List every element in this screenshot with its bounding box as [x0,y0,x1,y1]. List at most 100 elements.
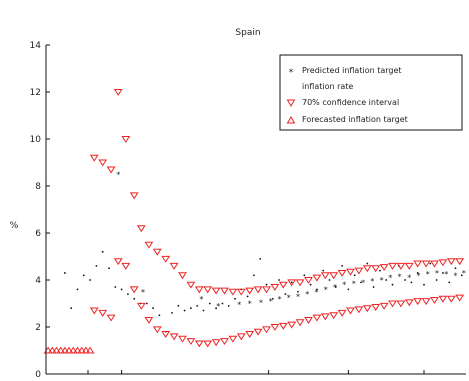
inflation-rate-point [133,297,136,300]
confidence-interval-point [169,262,179,270]
predicted-target-point: * [352,280,356,289]
confidence-interval-point [203,286,213,294]
predicted-target-point: * [388,274,392,283]
inflation-rate-point [423,283,425,286]
inflation-rate-point [435,279,438,281]
confidence-interval-point [312,274,322,282]
inflation-rate-point [227,304,230,307]
inflation-rate-point [410,281,413,284]
predicted-target-point: * [116,170,120,179]
confidence-interval-point [113,258,123,266]
forecast-target-point [60,346,70,354]
inflation-rate-point [76,288,79,291]
confidence-interval-point [144,241,154,249]
confidence-interval-point [236,288,246,296]
confidence-interval-point [178,335,187,343]
confidence-interval-point [337,269,347,277]
forecast-target-point [81,346,91,354]
confidence-interval-point [404,262,414,270]
confidence-interval-point [295,279,305,287]
confidence-interval-point [220,287,229,295]
confidence-interval-point [329,312,339,320]
forecast-target-point [77,346,87,354]
inflation-rate-point [347,288,350,291]
confidence-interval-point [186,281,196,289]
inflation-rate-point [460,274,463,277]
confidence-interval-point [253,328,263,336]
confidence-interval-point [220,338,229,346]
confidence-interval-point [262,326,271,334]
inflation-rate-point [442,272,444,274]
predicted-target-point: * [361,278,365,287]
legend-entry-predicted: * Predicted inflation target [289,66,402,78]
legend: * Predicted inflation target inflation r… [279,54,463,131]
confidence-interval-point [446,295,456,303]
inflation-rate-point [202,309,205,312]
confidence-interval-point [354,306,364,314]
confidence-interval-point [430,260,439,268]
confidence-interval-point [455,258,465,266]
inflation-rate-point [448,281,451,284]
legend-entry-inflation: inflation rate [302,82,353,91]
confidence-interval-point [98,309,108,317]
inflation-rate-point [70,307,73,310]
predicted-target-point: * [454,271,458,280]
y-tick-label: 4 [35,276,41,286]
predicted-target-point: * [342,281,346,290]
y-tick-label: 10 [30,135,42,145]
y-tick-label: 2 [35,323,41,333]
legend-marker-star: * [289,68,294,78]
confidence-interval-point [211,339,221,347]
confidence-interval-point [113,89,123,96]
confidence-interval-point [203,340,213,348]
predicted-target-point: * [333,283,337,292]
confidence-interval-point [430,296,439,304]
inflation-rate-point [221,302,224,305]
confidence-interval-point [421,298,431,306]
inflation-rate-point [253,274,255,277]
forecast-target-point [73,346,82,354]
legend-label-inflation: inflation rate [302,82,353,91]
confidence-interval-point [304,277,313,284]
confidence-interval-point [106,314,116,322]
confidence-interval-point [144,316,154,324]
inflation-rate-point [265,283,268,286]
y-tick-label: 12 [30,88,41,98]
predicted-target-point: * [287,294,291,303]
inflation-rate-point [171,312,173,314]
inflation-rate-point [278,279,280,281]
confidence-interval-point [245,287,255,295]
confidence-interval-point [89,307,99,315]
predicted-target-point: * [370,277,374,286]
y-tick-label: 14 [30,41,42,51]
legend-entry-confidence: 70% confidence interval [286,98,399,107]
confidence-interval-point [295,319,305,327]
confidence-interval-point [312,314,322,322]
inflation-rate-point [108,267,110,270]
confidence-interval-point [211,287,221,295]
inflation-rate-point [309,283,312,286]
series-triangle-up [43,346,95,354]
confidence-interval-point [169,333,179,341]
inflation-rate-point [385,279,388,281]
confidence-interval-point [354,267,364,275]
confidence-interval-point [278,281,288,289]
confidence-interval-point [329,272,339,280]
confidence-interval-point [388,300,397,308]
inflation-rate-point [82,274,85,277]
inflation-rate-point [404,279,406,281]
confidence-interval-point [270,324,280,331]
predicted-target-point: * [237,301,241,310]
legend-label-forecast: Forecasted inflation target [302,115,408,124]
inflation-rate-point [316,288,318,291]
inflation-rate-point [429,262,432,265]
confidence-interval-point [89,154,99,162]
confidence-interval-point [379,302,389,310]
legend-marker-triangle-down [286,99,296,107]
confidence-interval-point [178,272,187,280]
predicted-target-point: * [305,290,309,299]
y-axis: 0 2 4 6 8 10 12 14 [30,41,50,380]
inflation-rate-point [297,290,299,293]
confidence-interval-point [228,288,238,296]
